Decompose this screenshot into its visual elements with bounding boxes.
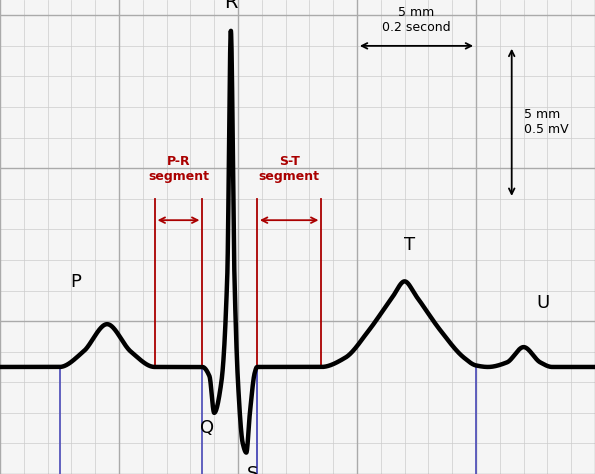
Text: S-T
segment: S-T segment bbox=[259, 155, 320, 183]
Text: Q: Q bbox=[200, 419, 214, 438]
Text: U: U bbox=[536, 294, 549, 312]
Text: 5 mm
0.5 mV: 5 mm 0.5 mV bbox=[524, 109, 568, 137]
Text: T: T bbox=[404, 236, 415, 254]
Text: R: R bbox=[224, 0, 237, 12]
Text: S: S bbox=[246, 465, 258, 474]
Text: P-R
segment: P-R segment bbox=[148, 155, 209, 183]
Text: 5 mm
0.2 second: 5 mm 0.2 second bbox=[382, 6, 451, 34]
Text: P: P bbox=[71, 273, 82, 291]
